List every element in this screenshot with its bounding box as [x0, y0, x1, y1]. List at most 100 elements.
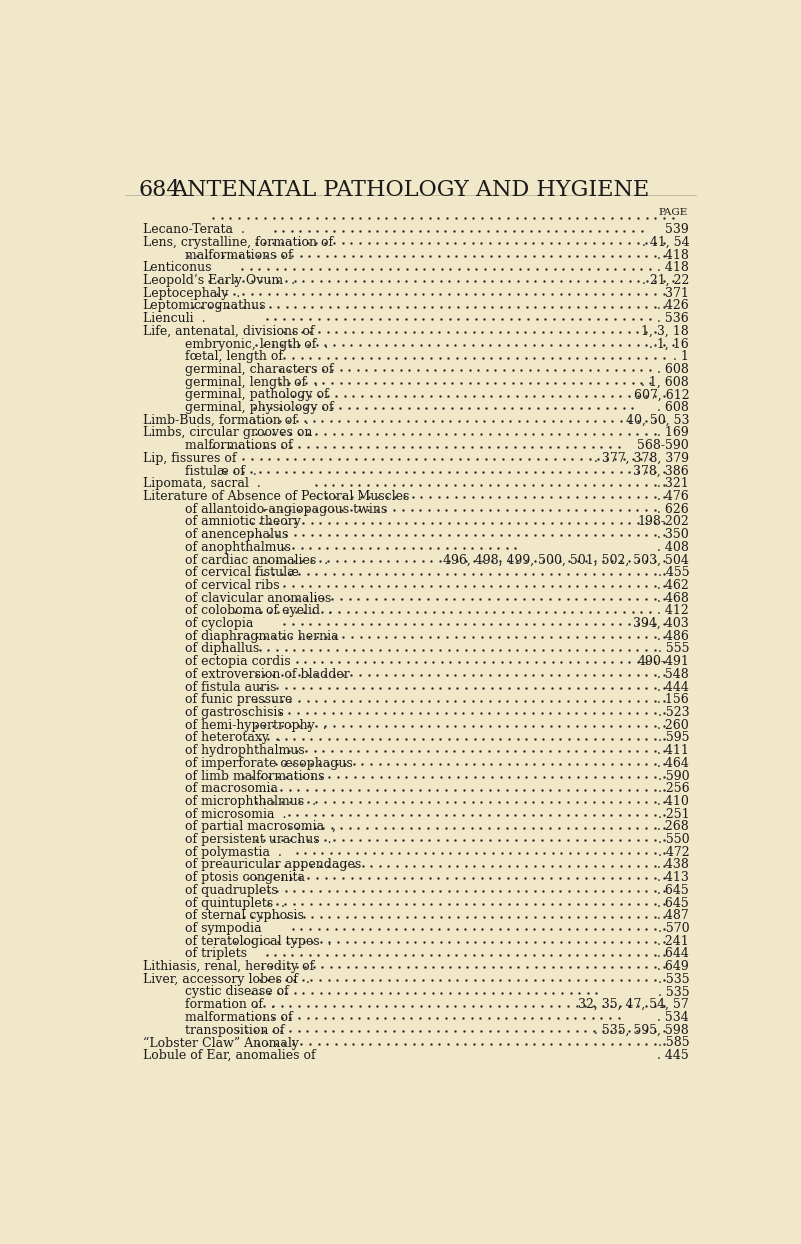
Text: embryonic, length of  .: embryonic, length of . — [185, 337, 328, 351]
Text: of polymastia  .: of polymastia . — [185, 846, 282, 858]
Text: . 321: . 321 — [658, 478, 689, 490]
Text: . 595: . 595 — [658, 731, 689, 744]
Text: Lienculi  .: Lienculi . — [143, 312, 205, 325]
Text: of clavicular anomalies: of clavicular anomalies — [185, 592, 332, 605]
Text: . 535: . 535 — [658, 973, 689, 985]
Text: germinal, pathology of: germinal, pathology of — [185, 388, 329, 402]
Text: Lipomata, sacral  .: Lipomata, sacral . — [143, 478, 260, 490]
Text: “Lobster Claw” Anomaly: “Lobster Claw” Anomaly — [143, 1036, 299, 1050]
Text: malformations of: malformations of — [185, 439, 293, 452]
Text: malformations of: malformations of — [185, 1011, 293, 1024]
Text: of fistula auris: of fistula auris — [185, 680, 277, 694]
Text: 607, 612: 607, 612 — [634, 388, 689, 402]
Text: . 1, 16: . 1, 16 — [650, 337, 689, 351]
Text: . 535, 595, 598: . 535, 595, 598 — [594, 1024, 689, 1036]
Text: malformations of: malformations of — [185, 249, 293, 261]
Text: . 487: . 487 — [658, 909, 689, 922]
Text: 371: 371 — [666, 286, 689, 300]
Text: of extroversion of bladder: of extroversion of bladder — [185, 668, 350, 680]
Text: of gastroschisis: of gastroschisis — [185, 707, 284, 719]
Text: PAGE: PAGE — [658, 208, 687, 216]
Text: 1, 3, 18: 1, 3, 18 — [642, 325, 689, 338]
Text: germinal, characters of: germinal, characters of — [185, 363, 334, 376]
Text: Limbs, circular grooves on: Limbs, circular grooves on — [143, 427, 312, 439]
Text: germinal, length of  .: germinal, length of . — [185, 376, 319, 388]
Text: of persistent urachus  .: of persistent urachus . — [185, 833, 332, 846]
Text: 32, 35, 47, 54, 57: 32, 35, 47, 54, 57 — [578, 998, 689, 1011]
Text: of microphthalmus  .: of microphthalmus . — [185, 795, 316, 807]
Text: . 1: . 1 — [674, 351, 689, 363]
Text: transposition of: transposition of — [185, 1024, 285, 1036]
Text: 684: 684 — [139, 179, 181, 202]
Text: . 350: . 350 — [658, 529, 689, 541]
Text: . 645: . 645 — [658, 897, 689, 909]
Text: . 548: . 548 — [658, 668, 689, 680]
Text: . 608: . 608 — [658, 363, 689, 376]
Text: . 455: . 455 — [658, 566, 689, 580]
Text: . 251: . 251 — [658, 807, 689, 821]
Text: . 534: . 534 — [658, 1011, 689, 1024]
Text: . 412: . 412 — [658, 605, 689, 617]
Text: . 555: . 555 — [658, 642, 689, 656]
Text: . 464: . 464 — [658, 756, 689, 770]
Text: of imperforate œsophagus: of imperforate œsophagus — [185, 756, 353, 770]
Text: . 536: . 536 — [658, 312, 689, 325]
Text: 490-491: 490-491 — [638, 656, 689, 668]
Text: Lecano-Terata  .: Lecano-Terata . — [143, 223, 244, 236]
Text: of diaphragmatic hernia: of diaphragmatic hernia — [185, 629, 339, 643]
Text: . 486: . 486 — [658, 629, 689, 643]
Text: of anencephalus: of anencephalus — [185, 529, 288, 541]
Text: of cervical fistulæ: of cervical fistulæ — [185, 566, 300, 580]
Text: 394, 403: 394, 403 — [634, 617, 689, 629]
Text: of allantoido-angiopagous twins: of allantoido-angiopagous twins — [185, 503, 388, 516]
Text: of ectopia cordis: of ectopia cordis — [185, 656, 291, 668]
Text: Liver, accessory lobes of  .: Liver, accessory lobes of . — [143, 973, 310, 985]
Text: of preauricular appendages: of preauricular appendages — [185, 858, 361, 872]
Text: germinal, physiology of: germinal, physiology of — [185, 401, 334, 414]
Text: of hemi-hypertrophy  .: of hemi-hypertrophy . — [185, 719, 327, 731]
Text: . 418: . 418 — [658, 261, 689, 275]
Text: . 156: . 156 — [658, 693, 689, 707]
Text: . 462: . 462 — [658, 578, 689, 592]
Text: . 241: . 241 — [658, 934, 689, 948]
Text: of cardiac anomalies  .: of cardiac anomalies . — [185, 554, 328, 566]
Text: of sternal cyphosis: of sternal cyphosis — [185, 909, 304, 922]
Text: of macrosomia: of macrosomia — [185, 782, 279, 795]
Text: ANTENATAL PATHOLOGY AND HYGIENE: ANTENATAL PATHOLOGY AND HYGIENE — [171, 179, 650, 202]
Text: . 408: . 408 — [658, 541, 689, 554]
Text: Literature of Absence of Pectoral Muscles: Literature of Absence of Pectoral Muscle… — [143, 490, 409, 503]
Text: 378, 386: 378, 386 — [634, 464, 689, 478]
Text: . 550: . 550 — [658, 833, 689, 846]
Text: 539: 539 — [666, 223, 689, 236]
Text: 496, 498, 499, 500, 501, 502, 503, 504: 496, 498, 499, 500, 501, 502, 503, 504 — [443, 554, 689, 566]
Text: . 41, 54: . 41, 54 — [642, 236, 689, 249]
Text: . 260: . 260 — [658, 719, 689, 731]
Text: . 570: . 570 — [658, 922, 689, 935]
Text: Leptomicrognathus: Leptomicrognathus — [143, 300, 266, 312]
Text: . 169: . 169 — [658, 427, 689, 439]
Text: . 468: . 468 — [658, 592, 689, 605]
Text: . 411: . 411 — [658, 744, 689, 758]
Text: Leopold’s Early Ovum  .: Leopold’s Early Ovum . — [143, 274, 295, 287]
Text: . 608: . 608 — [658, 401, 689, 414]
Text: of partial macrosomia  ,: of partial macrosomia , — [185, 820, 336, 833]
Text: . 21, 22: . 21, 22 — [642, 274, 689, 287]
Text: Lens, crystalline, formation of: Lens, crystalline, formation of — [143, 236, 333, 249]
Text: of microsomia  .: of microsomia . — [185, 807, 287, 821]
Text: of teratological types  .: of teratological types . — [185, 934, 332, 948]
Text: . 590: . 590 — [658, 770, 689, 782]
Text: formation of  .: formation of . — [185, 998, 276, 1011]
Text: of anophthalmus: of anophthalmus — [185, 541, 292, 554]
Text: . 472: . 472 — [658, 846, 689, 858]
Text: Lithiasis, renal, heredity of: Lithiasis, renal, heredity of — [143, 960, 314, 973]
Text: . 426: . 426 — [658, 300, 689, 312]
Text: of diphallus: of diphallus — [185, 642, 260, 656]
Text: of cervical ribs: of cervical ribs — [185, 578, 280, 592]
Text: . 377, 378, 379: . 377, 378, 379 — [594, 452, 689, 465]
Text: of cyclopia: of cyclopia — [185, 617, 254, 629]
Text: of coloboma of eyelid  .: of coloboma of eyelid . — [185, 605, 332, 617]
Text: 40, 50, 53: 40, 50, 53 — [626, 414, 689, 427]
Text: of triplets: of triplets — [185, 948, 248, 960]
Text: Lenticonus: Lenticonus — [143, 261, 212, 275]
Text: . 256: . 256 — [658, 782, 689, 795]
